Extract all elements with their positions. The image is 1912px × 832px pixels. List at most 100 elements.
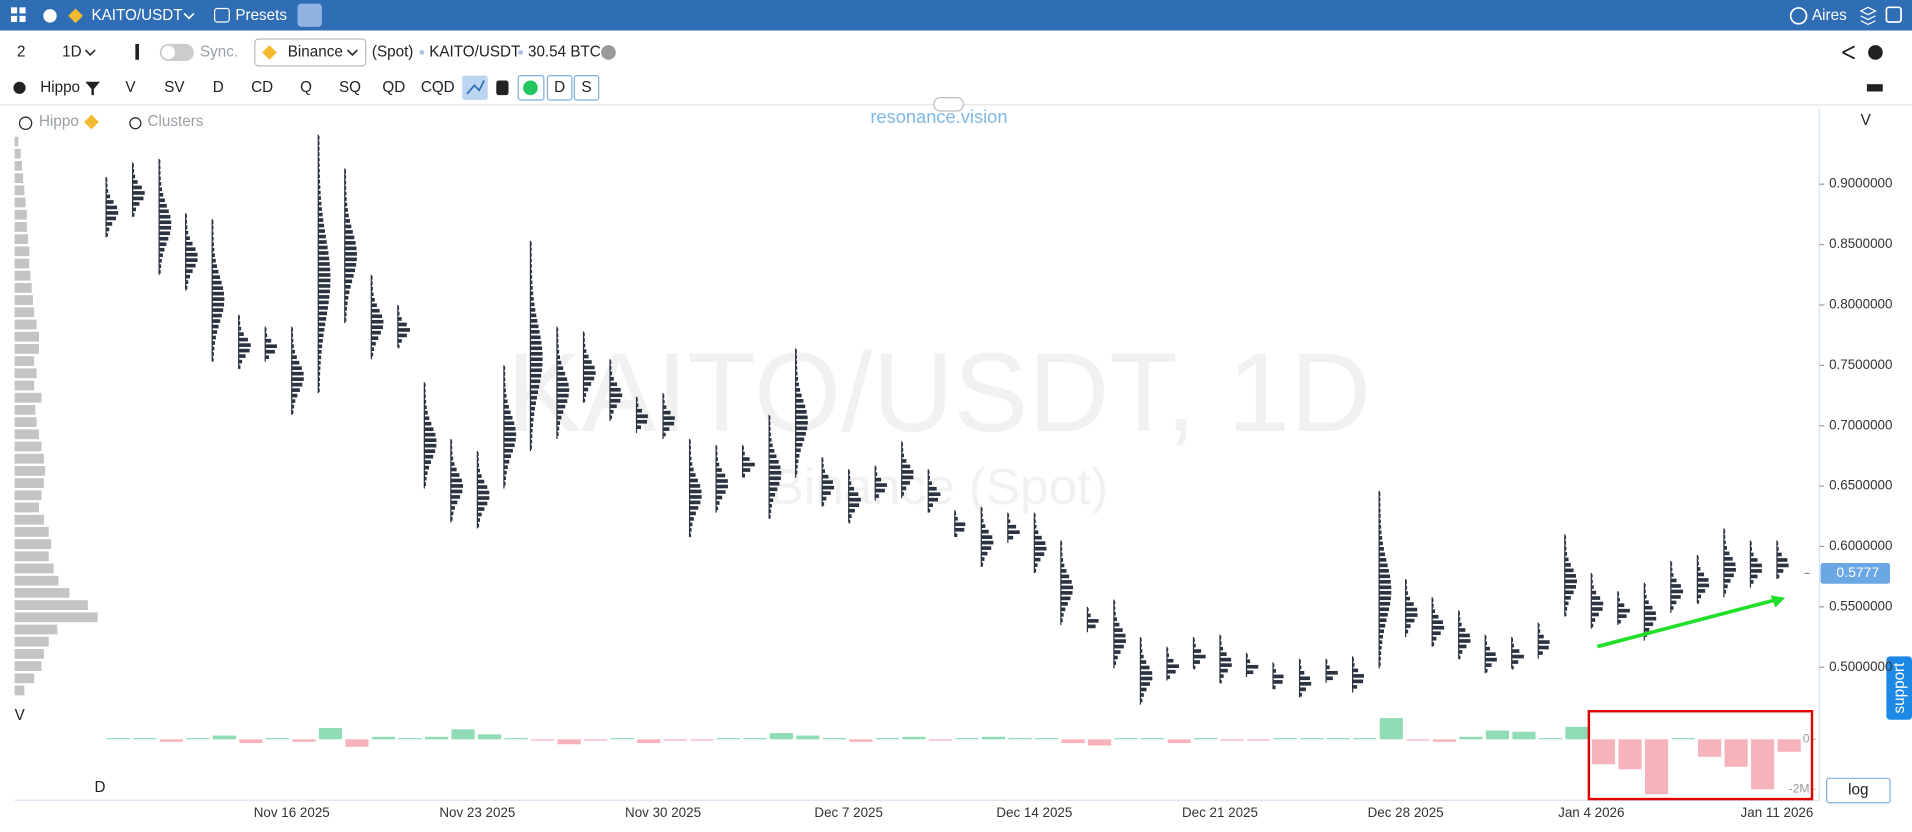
- indicator-button[interactable]: D: [213, 79, 224, 96]
- indicator-button[interactable]: QD: [382, 79, 405, 96]
- help-icon[interactable]: [1868, 45, 1883, 60]
- cluster-row: [238, 337, 248, 342]
- cluster-row: [1432, 620, 1443, 625]
- toggle-button[interactable]: [573, 75, 600, 101]
- cluster-row: [159, 214, 171, 219]
- cluster-range: [503, 365, 505, 489]
- cluster-row: [1113, 655, 1118, 660]
- dropdown-icon: [84, 49, 96, 57]
- profile-bar: [14, 161, 22, 171]
- profile-bar: [14, 539, 52, 549]
- delta-bar: [955, 738, 979, 740]
- settings-icon[interactable]: [13, 81, 26, 94]
- cluster-row: [530, 401, 536, 406]
- cluster-range: [1590, 573, 1592, 629]
- layers-icon[interactable]: [1859, 6, 1877, 26]
- cluster-row: [1379, 662, 1381, 666]
- cluster-row: [212, 291, 224, 296]
- cluster-row: [1511, 654, 1524, 659]
- indicator-button[interactable]: V: [125, 79, 136, 96]
- edit-icon[interactable]: [1885, 6, 1902, 23]
- cluster-range: [768, 414, 770, 519]
- cluster-row: [1113, 661, 1117, 665]
- cluster-row: [1060, 618, 1063, 623]
- toggle-button[interactable]: [546, 75, 573, 101]
- cluster-row: [689, 462, 693, 466]
- cluster-row: [1697, 594, 1702, 599]
- cluster-range: [688, 438, 691, 537]
- cluster-row: [530, 439, 533, 444]
- line-tool-button[interactable]: [462, 75, 488, 101]
- cluster-row: [769, 448, 775, 453]
- cluster-row: [1060, 574, 1070, 579]
- cluster-row: [583, 376, 595, 381]
- note-button[interactable]: [496, 80, 509, 96]
- indicator-button[interactable]: SV: [164, 79, 185, 96]
- symbol-selector[interactable]: KAITO/USDT: [91, 7, 182, 24]
- cluster-row: [1538, 629, 1541, 633]
- presets-button[interactable]: Presets: [235, 7, 287, 24]
- cluster-row: [1617, 603, 1625, 608]
- cluster-row: [1113, 628, 1123, 632]
- flag-icon[interactable]: [135, 43, 140, 60]
- cluster-row: [556, 388, 570, 392]
- cluster-row: [159, 236, 169, 241]
- cluster-range: [1670, 560, 1672, 613]
- cluster-row: [1166, 669, 1176, 674]
- cluster-row: [212, 247, 215, 252]
- cluster-row: [609, 360, 612, 365]
- cluster-row: [689, 445, 691, 450]
- x-tick-label: Nov 16 2025: [254, 805, 330, 820]
- cluster-row: [1007, 519, 1011, 524]
- cluster-row: [901, 442, 903, 447]
- preset-name[interactable]: Hippo: [40, 79, 80, 96]
- cluster-row: [1405, 580, 1407, 584]
- cluster-row: [901, 481, 910, 485]
- eye-icon[interactable]: [129, 117, 142, 130]
- grid-icon[interactable]: [10, 7, 18, 14]
- cluster-row: [795, 371, 798, 376]
- cluster-row: [530, 445, 532, 449]
- log-button[interactable]: [1826, 777, 1891, 804]
- notes-button[interactable]: [297, 3, 322, 27]
- hide-icon[interactable]: [18, 116, 33, 130]
- user-name[interactable]: Aires: [1812, 7, 1847, 24]
- cluster-row: [1379, 558, 1387, 562]
- exchange-selector[interactable]: [254, 38, 367, 67]
- filter-icon[interactable]: [85, 81, 100, 96]
- indicator-button[interactable]: Q: [300, 79, 312, 96]
- cluster-row: [1060, 607, 1066, 612]
- cluster-row: [583, 360, 592, 364]
- cluster-row: [1591, 612, 1599, 617]
- cluster-row: [106, 194, 111, 199]
- cluster-row: [503, 399, 508, 404]
- cluster-range: [741, 445, 744, 478]
- cluster-row: [212, 302, 225, 307]
- interval-selector[interactable]: 1D: [62, 43, 81, 60]
- share-icon[interactable]: [1842, 45, 1856, 60]
- layout-selector[interactable]: 2: [17, 43, 25, 60]
- cluster-row: [1511, 638, 1514, 642]
- indicator-button[interactable]: SQ: [339, 79, 361, 96]
- cluster-row: [1591, 618, 1596, 622]
- cluster-row: [503, 388, 506, 393]
- cluster-row: [1750, 552, 1754, 557]
- indicator-button[interactable]: CQD: [421, 79, 455, 96]
- ruler-icon[interactable]: [1866, 84, 1883, 92]
- collapse-button[interactable]: [933, 96, 964, 112]
- support-tab[interactable]: [1886, 656, 1912, 720]
- indicator-button[interactable]: CD: [251, 79, 273, 96]
- cluster-row: [530, 247, 532, 252]
- cluster-row: [583, 393, 587, 397]
- profile-bar: [14, 453, 44, 464]
- cluster-row: [636, 403, 639, 408]
- cluster-row: [848, 508, 855, 513]
- cluster-row: [1564, 546, 1567, 551]
- cluster-row: [795, 453, 800, 458]
- profile-bar: [14, 344, 40, 354]
- profile-bar: [14, 600, 88, 610]
- cluster-row: [1432, 636, 1437, 641]
- cluster-row: [556, 360, 562, 365]
- cluster-row: [318, 135, 320, 140]
- cluster-row: [477, 512, 482, 517]
